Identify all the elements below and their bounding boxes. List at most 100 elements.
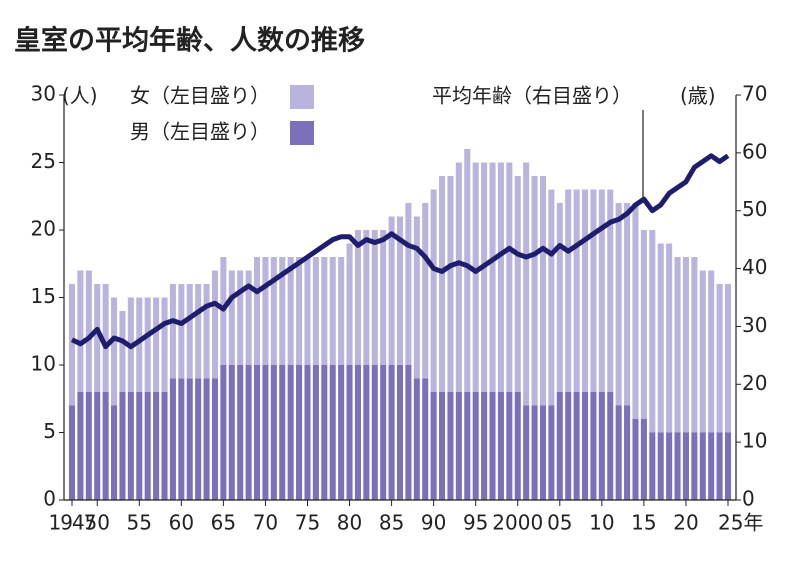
line bbox=[70, 153, 730, 350]
bar bbox=[195, 378, 202, 500]
y-tick-label: 20 bbox=[31, 217, 56, 241]
bar bbox=[371, 365, 378, 500]
bar bbox=[279, 365, 286, 500]
y-tick-label: 25 bbox=[31, 149, 56, 173]
bar bbox=[380, 230, 387, 365]
y2-tick-label: 70 bbox=[742, 82, 767, 106]
legend-label: 男（左目盛り） bbox=[130, 120, 270, 144]
bar bbox=[77, 270, 84, 392]
bar bbox=[598, 189, 605, 392]
bar bbox=[203, 378, 210, 500]
bar bbox=[346, 365, 353, 500]
legend-swatch bbox=[290, 121, 314, 145]
bar bbox=[413, 378, 420, 500]
bar bbox=[666, 243, 673, 433]
bar bbox=[68, 405, 76, 500]
y-tick-label: 5 bbox=[43, 419, 56, 443]
bar bbox=[472, 162, 479, 392]
bar bbox=[186, 378, 193, 500]
x-tick-label: 50 bbox=[85, 511, 110, 535]
bar bbox=[615, 405, 622, 500]
bar bbox=[422, 203, 429, 379]
bar bbox=[144, 392, 151, 500]
bar bbox=[262, 365, 269, 500]
chart-title: 皇室の平均年齢、人数の推移 bbox=[14, 25, 365, 57]
bar bbox=[708, 270, 715, 433]
y-tick-label: 10 bbox=[31, 352, 56, 376]
bar bbox=[640, 230, 647, 419]
y2-tick-label: 10 bbox=[742, 429, 767, 453]
bar bbox=[430, 392, 437, 500]
x-tick-label: 85 bbox=[379, 511, 404, 535]
bar bbox=[640, 419, 647, 500]
bar bbox=[649, 432, 656, 500]
bar bbox=[178, 284, 185, 379]
bar bbox=[497, 392, 504, 500]
bar bbox=[489, 162, 496, 392]
bar bbox=[581, 392, 589, 500]
bar bbox=[354, 230, 361, 365]
bar bbox=[430, 189, 437, 392]
bar bbox=[649, 230, 656, 433]
bar bbox=[674, 257, 681, 433]
bar bbox=[666, 432, 673, 500]
y2-tick-label: 30 bbox=[742, 313, 767, 337]
x-tick-label: 1947 bbox=[49, 511, 96, 535]
bar bbox=[573, 189, 580, 392]
bar bbox=[287, 365, 294, 500]
bar bbox=[195, 284, 202, 379]
bar bbox=[153, 297, 160, 392]
bar bbox=[321, 365, 328, 500]
bar bbox=[405, 365, 412, 500]
y-unit: (人) bbox=[62, 84, 98, 108]
bar bbox=[556, 392, 563, 500]
bar bbox=[94, 392, 101, 500]
bar bbox=[607, 189, 614, 392]
bar bbox=[321, 257, 328, 365]
bar bbox=[682, 432, 689, 500]
bar bbox=[691, 432, 698, 500]
bar bbox=[624, 203, 631, 406]
bar bbox=[245, 270, 252, 365]
bar bbox=[245, 365, 252, 500]
bar bbox=[237, 365, 244, 500]
bar bbox=[262, 257, 269, 365]
bar bbox=[338, 257, 345, 365]
bar bbox=[565, 189, 572, 392]
y2-unit: (歳) bbox=[680, 84, 716, 108]
bar bbox=[682, 257, 689, 433]
bar bbox=[363, 365, 370, 500]
bar bbox=[270, 257, 277, 365]
x-tick-label: 65 bbox=[211, 511, 236, 535]
legend-swatch bbox=[290, 85, 314, 109]
x-tick-label: 10 bbox=[589, 511, 614, 535]
bar bbox=[111, 405, 118, 500]
bar bbox=[338, 365, 345, 500]
bar bbox=[237, 270, 244, 365]
bar bbox=[211, 270, 219, 379]
bar bbox=[481, 162, 488, 392]
bar bbox=[211, 378, 219, 500]
bar bbox=[581, 189, 589, 392]
bar bbox=[531, 176, 538, 406]
bar bbox=[565, 392, 572, 500]
bar bbox=[724, 284, 732, 433]
bar bbox=[514, 176, 521, 392]
bar bbox=[598, 392, 605, 500]
y-tick-label: 0 bbox=[43, 487, 56, 511]
bar bbox=[102, 284, 109, 392]
bar bbox=[523, 405, 530, 500]
x-tick-label: 70 bbox=[253, 511, 278, 535]
bar bbox=[270, 365, 277, 500]
bar bbox=[590, 189, 597, 392]
bar bbox=[573, 392, 580, 500]
bar bbox=[346, 243, 353, 365]
x-tick-label: 60 bbox=[169, 511, 194, 535]
y-tick-label: 30 bbox=[31, 82, 56, 106]
x-tick-label: 25年 bbox=[718, 511, 763, 535]
bar bbox=[380, 365, 387, 500]
bar bbox=[699, 270, 706, 433]
bar bbox=[699, 432, 706, 500]
bar bbox=[539, 176, 547, 406]
